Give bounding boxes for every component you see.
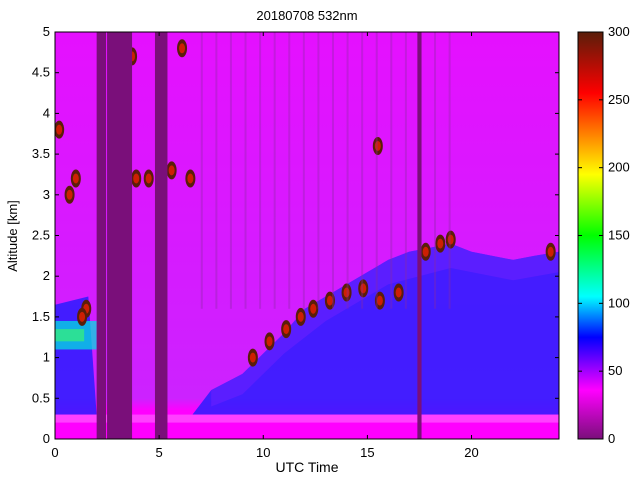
y-tick-label: 2 (43, 268, 50, 283)
chart-title: 20180708 532nm (256, 8, 357, 23)
cloud-core (395, 287, 402, 298)
cloud-core (133, 173, 140, 184)
heatmap-layer (55, 32, 559, 439)
cloud-core (283, 324, 290, 335)
y-tick-label: 1 (43, 350, 50, 365)
signal-streak (375, 32, 378, 309)
signal-streak (200, 32, 203, 309)
morning-aerosol-core (55, 329, 85, 342)
signal-streak (229, 32, 232, 309)
x-tick-label: 0 (51, 445, 58, 460)
signal-streak (448, 32, 451, 309)
colorbar-tick-label: 0 (608, 431, 615, 446)
signal-streak (434, 32, 437, 309)
signal-streak (215, 32, 218, 309)
x-tick-label: 10 (256, 445, 270, 460)
signal-streak (259, 32, 262, 309)
x-tick-label: 5 (156, 445, 163, 460)
surface-layer-strip (55, 414, 559, 423)
y-tick-label: 0.5 (32, 390, 50, 405)
y-tick-label: 2.5 (32, 228, 50, 243)
cloud-core (66, 189, 73, 200)
signal-streak (244, 32, 247, 309)
cloud-core (187, 173, 194, 184)
cloud-core (374, 140, 381, 151)
signal-streak (273, 32, 276, 309)
colorbar (577, 31, 604, 440)
signal-streak (302, 32, 305, 309)
cloud-core (547, 246, 554, 257)
signal-streak (390, 32, 393, 309)
cloud-core (266, 336, 273, 347)
cloud-core (168, 165, 175, 176)
y-axis: 0 0.5 1 1.5 2 2.5 3 3.5 4 4.5 5 (32, 24, 559, 446)
colorbar-tick-label: 200 (608, 160, 630, 175)
cloud-core (297, 311, 304, 322)
cloud-core (179, 43, 186, 54)
cloud-core (447, 234, 454, 245)
no-data-column (107, 32, 133, 439)
cloud-core (326, 295, 333, 306)
y-tick-label: 0 (43, 431, 50, 446)
no-data-column (417, 32, 422, 439)
cloud-core (72, 173, 79, 184)
colorbar-tick-label: 250 (608, 92, 630, 107)
y-tick-label: 4 (43, 105, 50, 120)
colorbar-axis: 0 50 100 150 200 250 300 (578, 24, 630, 446)
cloud-core (79, 311, 86, 322)
y-tick-label: 3 (43, 187, 50, 202)
x-tick-label: 15 (360, 445, 374, 460)
x-axis: 0 5 10 15 20 (51, 32, 479, 460)
cloud-core (145, 173, 152, 184)
surface-band (55, 422, 559, 439)
signal-streak (331, 32, 334, 309)
cloud-core (376, 295, 383, 306)
signal-streak (288, 32, 291, 309)
cloud-core (360, 283, 367, 294)
no-data-column (154, 32, 168, 439)
colorbar-tick-label: 100 (608, 295, 630, 310)
no-data-column (96, 32, 107, 439)
y-tick-label: 5 (43, 24, 50, 39)
y-tick-label: 3.5 (32, 146, 50, 161)
boundary-layer-fringe (211, 243, 559, 407)
x-axis-label: UTC Time (276, 459, 339, 475)
colorbar-tick-label: 50 (608, 363, 622, 378)
cloud-core (343, 287, 350, 298)
y-tick-label: 4.5 (32, 65, 50, 80)
signal-streak (361, 32, 364, 309)
cloud-core (249, 352, 256, 363)
x-tick-label: 20 (464, 445, 478, 460)
cloud-core (437, 238, 444, 249)
signal-streak (404, 32, 407, 309)
y-tick-label: 1.5 (32, 309, 50, 324)
cloud-core (422, 246, 429, 257)
cloud-core (56, 124, 63, 135)
colorbar-tick-label: 150 (608, 228, 630, 243)
y-axis-label: Altitude [km] (5, 200, 20, 272)
signal-streak (346, 32, 349, 309)
signal-streak (317, 32, 320, 309)
cloud-core (310, 303, 317, 314)
colorbar-tick-label: 300 (608, 24, 630, 39)
